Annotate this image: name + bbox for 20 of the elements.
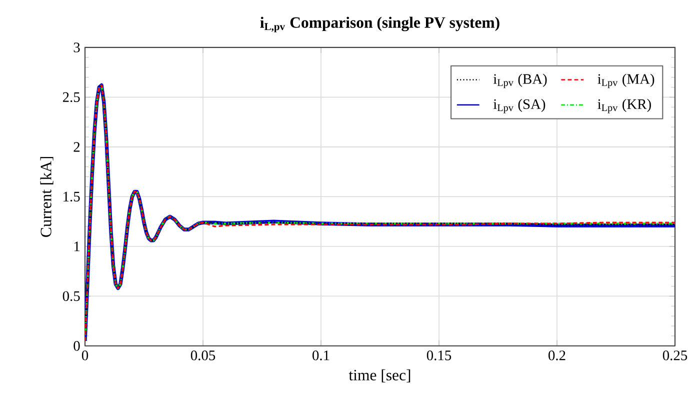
- y-tick-label: 0.5: [62, 291, 80, 301]
- y-tick-label: 3: [74, 42, 80, 52]
- x-tick-label: 0: [82, 350, 88, 360]
- y-tick-label: 0: [74, 340, 80, 351]
- y-tick-label: 2: [74, 142, 80, 152]
- legend-label: i$_{Lpv}$ (SA): [493, 98, 546, 114]
- x-axis-title: time [sec]: [348, 369, 410, 382]
- y-axis-title: Current [kA]: [40, 156, 54, 237]
- x-tick-label: 0.2: [548, 350, 566, 360]
- legend-label: i$_{Lpv}$ (KR): [598, 98, 651, 114]
- legend-label: i$_{Lpv}$ (BA): [493, 74, 547, 88]
- y-tick-label: 1.5: [64, 192, 80, 202]
- legend-label: i$_{Lpv}$ (MA): [598, 74, 654, 88]
- y-tick-label: 2.5: [62, 92, 80, 102]
- chart-title: i$_{L,pv}$ Comparison (single PV system): [260, 16, 500, 32]
- x-tick-label: 0.1: [312, 350, 330, 360]
- x-tick-label: 0.25: [662, 350, 688, 360]
- x-tick-label: 0.05: [190, 350, 216, 360]
- y-tick-label: 1: [74, 242, 80, 252]
- x-tick-label: 0.15: [426, 350, 452, 360]
